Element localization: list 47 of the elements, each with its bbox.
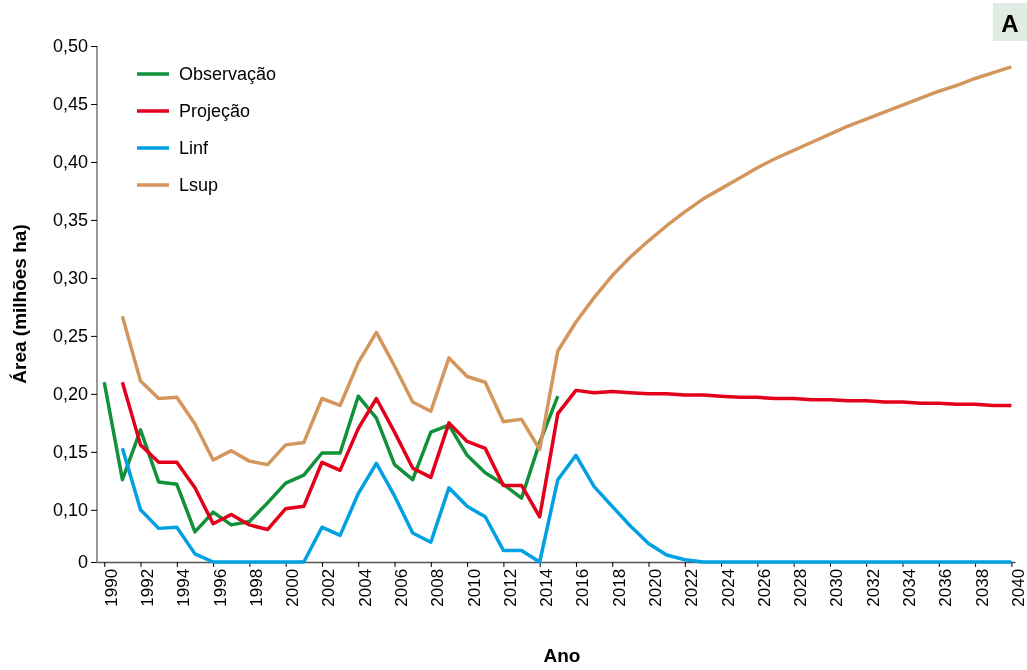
line-series xyxy=(120,380,1014,532)
x-tick-label: 2036 xyxy=(936,568,956,607)
x-tick-label: 2040 xyxy=(1008,568,1027,607)
x-tick-label: 2038 xyxy=(972,568,992,607)
x-tick-label: 2008 xyxy=(428,568,448,607)
y-tick-label: 0,10 xyxy=(52,500,88,521)
x-tick-label: 1996 xyxy=(210,568,230,607)
legend-label: Linf xyxy=(179,138,210,158)
x-tick-label: 2012 xyxy=(500,568,520,607)
y-tick-label: 0,35 xyxy=(52,210,88,231)
x-tick-label: 2002 xyxy=(319,568,339,607)
x-tick-label: 2032 xyxy=(863,568,883,607)
y-tick-label: 0,15 xyxy=(52,442,88,463)
x-tick-label: 2016 xyxy=(573,568,593,607)
x-tick-label: 2034 xyxy=(899,568,919,607)
legend-label: Projeção xyxy=(179,101,251,121)
x-tick-label: 2020 xyxy=(645,568,665,607)
x-tick-label: 2024 xyxy=(718,568,738,607)
x-tick-label: 1994 xyxy=(174,568,194,607)
y-tick-label: 0,20 xyxy=(52,384,88,405)
x-tick-label: 2030 xyxy=(827,568,847,607)
y-tick-label: 0,40 xyxy=(52,152,88,173)
text: A xyxy=(1001,10,1019,37)
y-tick-label: 0,30 xyxy=(52,268,88,289)
x-tick-label: 1998 xyxy=(246,568,266,607)
x-tick-label: 2028 xyxy=(791,568,811,607)
y-tick-label: 0 xyxy=(77,552,88,573)
legend-label: Lsup xyxy=(179,175,219,195)
line-series xyxy=(120,446,1014,564)
x-tick-label: 2026 xyxy=(754,568,774,607)
x-tick-label: 1990 xyxy=(101,568,121,607)
line-series xyxy=(102,380,560,534)
x-axis-title: Ano xyxy=(543,645,581,666)
x-tick-label: 2018 xyxy=(609,568,629,607)
x-tick-label: 2004 xyxy=(355,568,375,607)
y-axis-title: Área (milhões ha) xyxy=(9,224,30,384)
x-tick-label: 1992 xyxy=(137,568,157,607)
x-tick-label: 2022 xyxy=(682,568,702,607)
y-tick-label: 0,25 xyxy=(52,326,88,347)
y-tick-label: 0,45 xyxy=(52,94,88,115)
line-series xyxy=(120,65,1014,467)
legend-label: Observação xyxy=(179,64,277,84)
x-tick-label: 2000 xyxy=(283,568,303,607)
x-tick-label: 2014 xyxy=(537,568,557,607)
x-tick-label: 2010 xyxy=(464,568,484,607)
y-tick-label: 0,50 xyxy=(52,36,88,57)
x-tick-label: 2006 xyxy=(391,568,411,607)
